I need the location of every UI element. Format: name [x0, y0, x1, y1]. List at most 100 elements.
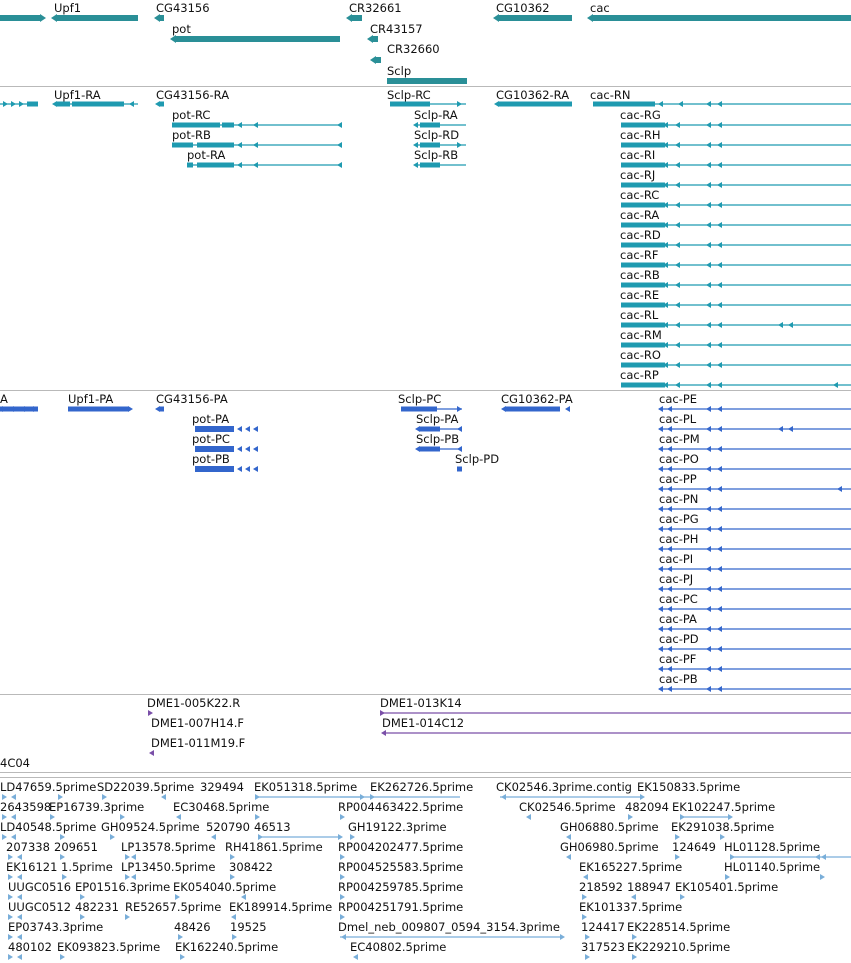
strand-arrow[interactable]: [11, 794, 16, 800]
strand-arrow[interactable]: [62, 874, 67, 880]
strand-arrow[interactable]: [658, 466, 663, 472]
est-label[interactable]: HL01128.5prime: [724, 840, 821, 854]
strand-arrow[interactable]: [717, 666, 722, 672]
exon-block[interactable]: [160, 15, 164, 21]
strand-arrow[interactable]: [667, 506, 672, 512]
strand-arrow[interactable]: [667, 426, 672, 432]
exon-block[interactable]: [499, 15, 572, 21]
strand-arrow[interactable]: [11, 814, 16, 820]
strand-arrow[interactable]: [706, 242, 711, 248]
strand-arrow[interactable]: [566, 854, 571, 860]
strand-arrow[interactable]: [706, 162, 711, 168]
strand-arrow[interactable]: [255, 794, 260, 800]
est-label[interactable]: 19525: [230, 920, 267, 934]
strand-arrow[interactable]: [17, 954, 22, 960]
strand-arrow[interactable]: [667, 646, 672, 652]
protein-label[interactable]: Sclp-PC: [398, 392, 442, 406]
strand-arrow[interactable]: [663, 262, 668, 268]
strand-arrow[interactable]: [51, 14, 57, 22]
est-label[interactable]: EK262726.5prime: [370, 780, 474, 794]
strand-arrow[interactable]: [8, 934, 13, 940]
est-label[interactable]: EK150833.5prime: [637, 780, 741, 794]
strand-arrow[interactable]: [237, 446, 242, 452]
strand-arrow[interactable]: [2, 834, 7, 840]
strand-arrow[interactable]: [128, 406, 133, 412]
strand-arrow[interactable]: [337, 122, 342, 128]
strand-arrow[interactable]: [667, 666, 672, 672]
strand-arrow[interactable]: [717, 342, 722, 348]
strand-arrow[interactable]: [125, 914, 130, 920]
strand-arrow[interactable]: [50, 814, 55, 820]
strand-arrow[interactable]: [706, 686, 711, 692]
est-label[interactable]: 46513: [254, 820, 291, 834]
strand-arrow[interactable]: [667, 626, 672, 632]
est-label[interactable]: 329494: [200, 780, 244, 794]
strand-arrow[interactable]: [717, 686, 722, 692]
strand-arrow[interactable]: [640, 794, 645, 800]
strand-arrow[interactable]: [717, 242, 722, 248]
strand-arrow[interactable]: [717, 122, 722, 128]
strand-arrow[interactable]: [631, 894, 636, 900]
transcript-label[interactable]: pot-RC: [172, 108, 211, 122]
est-label[interactable]: LD47659.5prime: [0, 780, 97, 794]
transcript-label[interactable]: cac-RL: [620, 308, 659, 322]
strand-arrow[interactable]: [833, 382, 838, 388]
strand-arrow[interactable]: [340, 914, 345, 920]
exon-block[interactable]: [160, 101, 164, 107]
est-label[interactable]: 482231: [75, 900, 119, 914]
gene-label[interactable]: CG10362: [496, 1, 550, 15]
strand-arrow[interactable]: [658, 486, 663, 492]
exon-block[interactable]: [195, 446, 234, 452]
est-label[interactable]: CK02546.5prime: [519, 800, 616, 814]
est-label[interactable]: EK105401.5prime: [675, 880, 779, 894]
gene-label[interactable]: pot: [172, 22, 191, 36]
exon-block[interactable]: [376, 57, 381, 63]
strand-arrow[interactable]: [161, 794, 166, 800]
strand-arrow[interactable]: [717, 202, 722, 208]
transcript-label[interactable]: CG10362-RA: [496, 88, 570, 102]
strand-arrow[interactable]: [706, 626, 711, 632]
strand-arrow[interactable]: [717, 302, 722, 308]
strand-arrow[interactable]: [120, 814, 125, 820]
est-label[interactable]: EK101337.5prime: [579, 900, 683, 914]
strand-arrow[interactable]: [565, 406, 570, 412]
strand-arrow[interactable]: [675, 262, 680, 268]
strand-arrow[interactable]: [675, 322, 680, 328]
protein-label[interactable]: pot-PB: [192, 452, 230, 466]
est-label[interactable]: EC30468.5prime: [173, 800, 270, 814]
strand-arrow[interactable]: [17, 854, 22, 860]
strand-arrow[interactable]: [17, 914, 22, 920]
strand-arrow[interactable]: [706, 222, 711, 228]
strand-arrow[interactable]: [663, 162, 668, 168]
strand-arrow[interactable]: [667, 606, 672, 612]
est-label[interactable]: EK051318.5prime: [254, 780, 358, 794]
strand-arrow[interactable]: [370, 56, 376, 64]
strand-arrow[interactable]: [667, 406, 672, 412]
strand-arrow[interactable]: [706, 566, 711, 572]
strand-arrow[interactable]: [675, 182, 680, 188]
strand-arrow[interactable]: [837, 486, 842, 492]
transcript-label[interactable]: cac-RP: [620, 368, 659, 382]
est-label[interactable]: EK054040.5prime: [173, 880, 277, 894]
strand-arrow[interactable]: [717, 142, 722, 148]
strand-arrow[interactable]: [667, 526, 672, 532]
est-label[interactable]: HL01140.5prime: [724, 860, 821, 874]
strand-arrow[interactable]: [706, 586, 711, 592]
clone-label[interactable]: DME1-011M19.F: [151, 736, 246, 750]
transcript-label[interactable]: Sclp-RD: [414, 128, 460, 142]
strand-arrow[interactable]: [675, 282, 680, 288]
strand-arrow[interactable]: [230, 854, 235, 860]
strand-arrow[interactable]: [52, 101, 57, 107]
strand-arrow[interactable]: [658, 686, 663, 692]
strand-arrow[interactable]: [675, 302, 680, 308]
strand-arrow[interactable]: [663, 122, 668, 128]
strand-arrow[interactable]: [60, 954, 65, 960]
transcript-label[interactable]: pot-RB: [172, 128, 211, 142]
strand-arrow[interactable]: [231, 914, 236, 920]
protein-label[interactable]: cac-PE: [659, 392, 698, 406]
strand-arrow[interactable]: [566, 834, 571, 840]
strand-arrow[interactable]: [245, 446, 250, 452]
strand-arrow[interactable]: [717, 526, 722, 532]
gene-label[interactable]: CR43157: [370, 22, 423, 36]
protein-label[interactable]: cac-PI: [659, 552, 694, 566]
